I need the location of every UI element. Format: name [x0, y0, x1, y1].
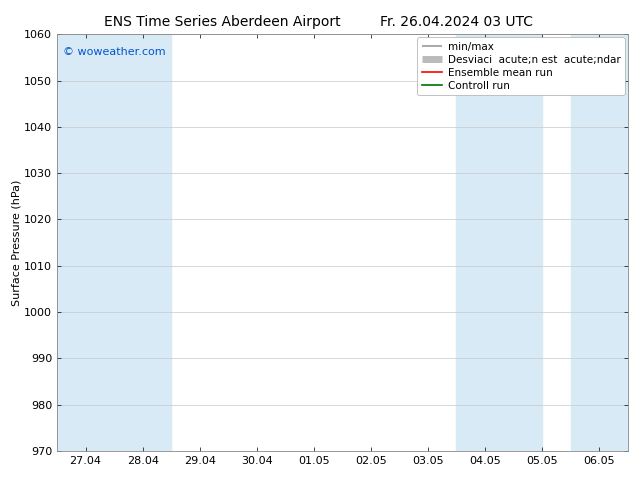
Legend: min/max, Desviaci  acute;n est  acute;ndar, Ensemble mean run, Controll run: min/max, Desviaci acute;n est acute;ndar… [417, 37, 624, 95]
Bar [456, 34, 542, 451]
Y-axis label: Surface Pressure (hPa): Surface Pressure (hPa) [11, 179, 22, 306]
Text: © woweather.com: © woweather.com [63, 47, 165, 57]
Bar [57, 34, 171, 451]
Text: Fr. 26.04.2024 03 UTC: Fr. 26.04.2024 03 UTC [380, 15, 533, 29]
Bar [571, 34, 628, 451]
Text: ENS Time Series Aberdeen Airport: ENS Time Series Aberdeen Airport [103, 15, 340, 29]
